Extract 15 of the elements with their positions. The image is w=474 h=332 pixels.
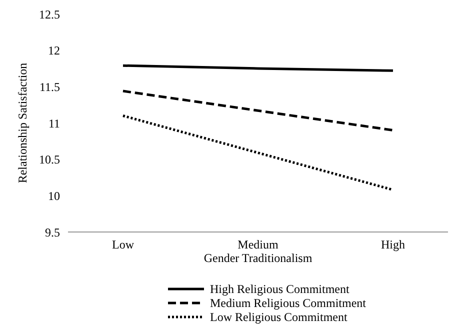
x-tick-label: Low (112, 238, 134, 252)
x-tick-label: High (381, 238, 405, 252)
y-axis-title: Relationship Satisfaction (15, 62, 30, 184)
x-tick-label: Medium (238, 238, 279, 252)
y-tick-label: 9.5 (45, 225, 60, 240)
legend-label: High Religious Commitment (210, 282, 350, 296)
y-tick-label: 11 (48, 116, 60, 130)
x-axis-title: Gender Traditionalism (204, 251, 313, 265)
y-tick-label: 12 (48, 44, 60, 58)
legend-label: Low Religious Commitment (210, 310, 348, 324)
y-tick-label: 10 (48, 188, 60, 203)
y-tick-label: 12.5 (39, 7, 60, 22)
y-tick-label: 11.5 (39, 80, 60, 94)
legend-label: Medium Religious Commitment (210, 296, 366, 310)
y-tick-label: 10.5 (39, 152, 60, 167)
